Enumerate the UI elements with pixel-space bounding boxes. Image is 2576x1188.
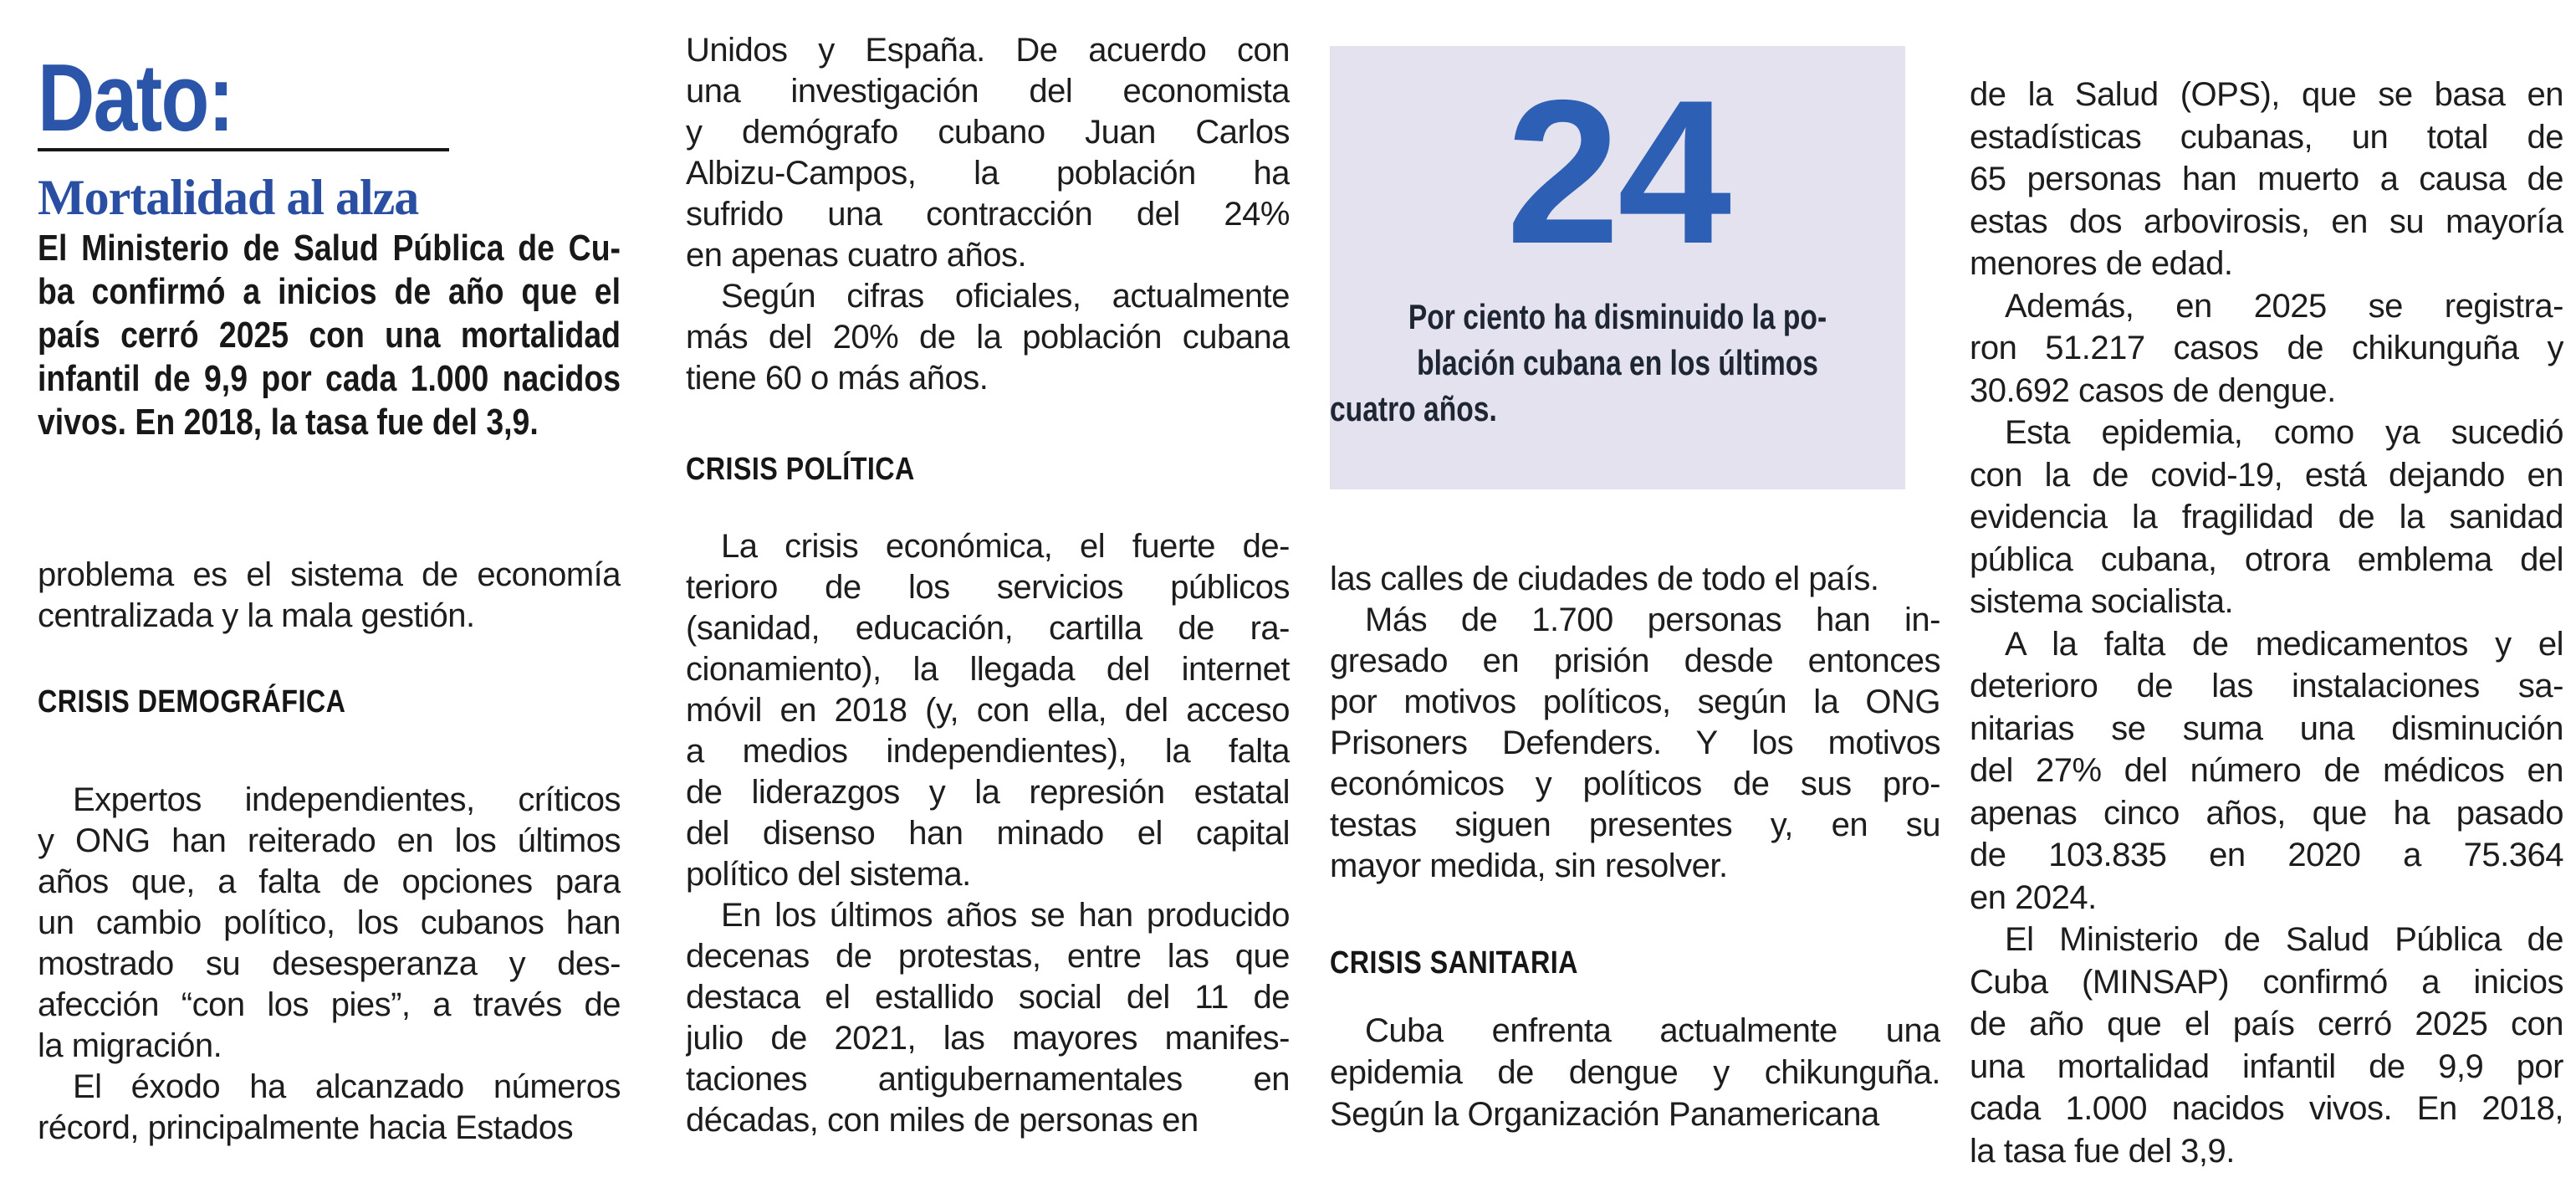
text-line: decenas de protestas, entre las que — [686, 938, 1290, 975]
fact-box-brand: Dato: — [38, 45, 234, 151]
column3-body-bottom: Cuba enfrenta actualmente una epidemia de… — [1330, 1010, 1940, 1135]
column4-body: de la Salud (OPS), que se basa en estadís… — [1970, 74, 2563, 1172]
text-line: El Ministerio de Salud Pública de Cu- — [38, 228, 621, 269]
text-line: económicos y políticos de sus pro- — [1330, 766, 1940, 802]
text-line: menores de edad. — [1970, 245, 2233, 282]
text-line: un cambio político, los cubanos han — [38, 904, 621, 941]
column1-paragraph: problema es el sistema de economía centra… — [38, 555, 621, 637]
fact-box-headline: Mortalidad al alza — [38, 170, 419, 225]
text-line: deterioro de las instalaciones sa- — [1970, 668, 2563, 704]
text-line: Además, en 2025 se registra- — [2005, 287, 2563, 325]
column2-body-bottom: La crisis económica, el fuerte de-terior… — [686, 526, 1290, 1141]
text-line: centralizada y la mala gestión. — [38, 597, 475, 634]
text-line: vivos. En 2018, la tasa fue del 3,9. — [38, 402, 539, 443]
text-line: estas dos arbovirosis, en su mayoría — [1970, 202, 2563, 240]
text-line: político del sistema. — [686, 856, 971, 893]
stat-highlight-box: 24 Por ciento ha disminuido la po-blació… — [1330, 46, 1905, 489]
text-line: Esta epidemia, como ya sucedió — [2005, 414, 2563, 451]
fact-box-lead-paragraph: El Ministerio de Salud Pública de Cu-ba … — [38, 227, 621, 444]
stat-value: 24 — [1505, 57, 1732, 286]
text-line: mostrado su desesperanza y des- — [38, 945, 621, 982]
text-line: 30.692 casos de dengue. — [1970, 371, 2336, 409]
section-heading-health-crisis: CRISIS SANITARIA — [1330, 945, 1578, 981]
text-line: 65 personas han muerto a causa de — [1970, 161, 2563, 197]
text-line: por motivos políticos, según la ONG — [1330, 684, 1940, 720]
text-line: afección “con los pies”, a través de — [38, 986, 621, 1023]
text-line: móvil en 2018 (y, con ella, del acceso — [686, 692, 1290, 729]
text-line: Según cifras oficiales, actualmente — [721, 278, 1290, 315]
text-line: apenas cinco años, que ha pasado — [1970, 794, 2563, 832]
text-line: pública cubana, otrora emblema del — [1970, 540, 2563, 578]
text-line: Prisoners Defenders. Y los motivos — [1330, 725, 1940, 761]
text-line: infantil de 9,9 por cada 1.000 nacidos — [38, 358, 621, 399]
text-line: del disenso han minado el capital — [686, 815, 1290, 852]
text-line: nitarias se suma una disminución — [1970, 709, 2563, 747]
text-line: en apenas cuatro años. — [686, 237, 1027, 274]
text-line: evidencia la fragilidad de la sanidad — [1970, 499, 2563, 535]
text-line: tiene 60 o más años. — [686, 360, 989, 397]
text-line: julio de 2021, las mayores manifes- — [686, 1020, 1290, 1057]
text-line: ba confirmó a inicios de año que el — [38, 271, 621, 312]
text-line: con la de covid-19, está dejando en — [1970, 456, 2563, 494]
text-line: y ONG han reiterado en los últimos — [38, 822, 621, 859]
text-line: Unidos y España. De acuerdo con — [686, 32, 1290, 69]
text-line: epidemia de dengue y chikunguña. — [1330, 1054, 1940, 1091]
text-line: gresado en prisión desde entonces — [1330, 643, 1940, 679]
text-line: taciones antigubernamentales en — [686, 1061, 1290, 1098]
text-line: El éxodo ha alcanzado números — [73, 1068, 621, 1105]
text-line: (sanidad, educación, cartilla de ra- — [686, 610, 1290, 647]
text-line: la tasa fue del 3,9. — [1970, 1132, 2235, 1170]
text-line: blación cubana en los últimos — [1417, 343, 1818, 382]
text-line: En los últimos años se han producido — [721, 897, 1290, 934]
text-line: y demógrafo cubano Juan Carlos — [686, 114, 1290, 151]
text-line: Más de 1.700 personas han in- — [1365, 602, 1940, 638]
text-line: mayor medida, sin resolver. — [1330, 847, 1728, 884]
text-line: de 103.835 en 2020 a 75.364 — [1970, 837, 2563, 873]
column1-body: Expertos independientes, críticos y ONG h… — [38, 780, 621, 1149]
column3-body-top: las calles de ciudades de todo el país. M… — [1330, 559, 1940, 887]
text-line: Albizu-Campos, la población ha — [686, 155, 1290, 192]
section-heading-political-crisis: CRISIS POLÍTICA — [686, 452, 915, 487]
text-line: testas siguen presentes y, en su — [1330, 807, 1940, 843]
text-line: una investigación del economista — [686, 73, 1290, 110]
text-line: décadas, con miles de personas en — [686, 1102, 1199, 1139]
text-line: la migración. — [38, 1027, 222, 1064]
text-line: de la Salud (OPS), que se basa en — [1970, 76, 2563, 113]
text-line: Expertos independientes, críticos — [73, 781, 621, 818]
text-line: cada 1.000 nacidos vivos. En 2018, — [1970, 1090, 2563, 1127]
text-line: cuatro años. — [1330, 389, 1497, 428]
text-line: terioro de los servicios públicos — [686, 569, 1290, 606]
text-line: Según la Organización Panamericana — [1330, 1096, 1879, 1133]
text-line: años que, a falta de opciones para — [38, 863, 621, 900]
text-line: las calles de ciudades de todo el país. — [1330, 561, 1879, 597]
stat-caption: Por ciento ha disminuido la po-blación c… — [1330, 294, 1905, 432]
text-line: La crisis económica, el fuerte de- — [721, 528, 1290, 565]
text-line: una mortalidad infantil de 9,9 por — [1970, 1047, 2563, 1085]
text-line: problema es el sistema de economía — [38, 556, 621, 593]
divider-rule — [38, 148, 449, 151]
column2-body-top: Unidos y España. De acuerdo con una inves… — [686, 30, 1290, 399]
text-line: país cerró 2025 con una mortalidad — [38, 315, 621, 356]
text-line: a medios independientes), la falta — [686, 733, 1290, 770]
text-line: sistema socialista. — [1970, 583, 2234, 620]
text-line: de año que el país cerró 2025 con — [1970, 1006, 2563, 1042]
text-line: A la falta de medicamentos y el — [2005, 625, 2563, 663]
text-line: en 2024. — [1970, 878, 2097, 916]
text-line: estadísticas cubanas, un total de — [1970, 118, 2563, 156]
text-line: récord, principalmente hacia Estados — [38, 1109, 574, 1146]
text-line: ron 51.217 casos de chikunguña y — [1970, 330, 2563, 366]
text-line: sufrido una contracción del 24% — [686, 196, 1290, 233]
text-line: de liderazgos y la represión estatal — [686, 774, 1290, 811]
text-line: Cuba (MINSAP) confirmó a inicios — [1970, 963, 2563, 1001]
text-line: del 27% del número de médicos en — [1970, 752, 2563, 789]
text-line: cionamiento), la llegada del internet — [686, 651, 1290, 688]
text-line: Cuba enfrenta actualmente una — [1365, 1012, 1940, 1049]
text-line: destaca el estallido social del 11 de — [686, 979, 1290, 1016]
text-line: Por ciento ha disminuido la po- — [1408, 297, 1827, 336]
section-heading-demographic-crisis: CRISIS DEMOGRÁFICA — [38, 684, 346, 719]
text-line: más del 20% de la población cubana — [686, 319, 1290, 356]
text-line: El Ministerio de Salud Pública de — [2005, 921, 2563, 958]
